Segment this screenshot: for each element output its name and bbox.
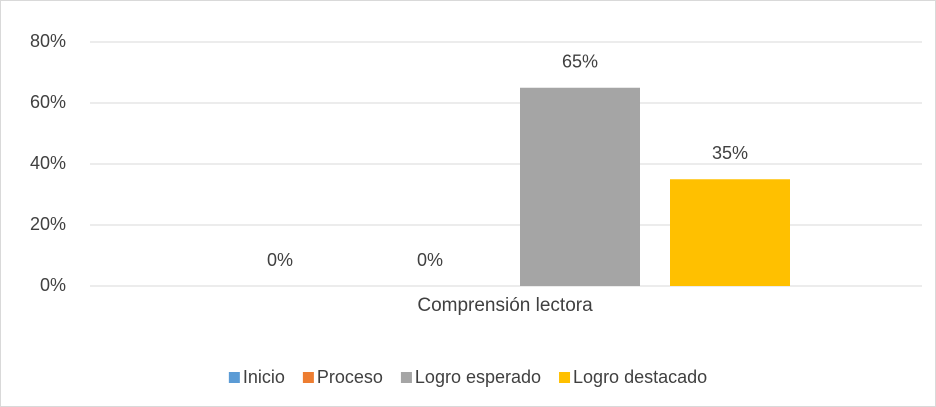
legend-label: Inicio [243,367,285,387]
legend-label: Logro destacado [573,367,707,387]
data-label: 35% [712,143,748,163]
data-label: 0% [267,250,293,270]
legend-swatch [559,372,571,383]
y-tick-label: 20% [30,214,66,234]
legend-label: Logro esperado [415,367,541,387]
y-tick-label: 80% [30,31,66,51]
y-tick-label: 0% [40,275,66,295]
legend-swatch [228,372,240,383]
legend-swatch [302,372,314,383]
bar [670,179,790,286]
y-tick-label: 40% [30,153,66,173]
bar [520,87,640,286]
y-tick-label: 60% [30,92,66,112]
data-label: 0% [417,250,443,270]
x-tick-label: Comprensión lectora [417,295,593,316]
legend-swatch [400,372,412,383]
data-label: 65% [562,52,598,72]
legend-label: Proceso [317,367,383,387]
